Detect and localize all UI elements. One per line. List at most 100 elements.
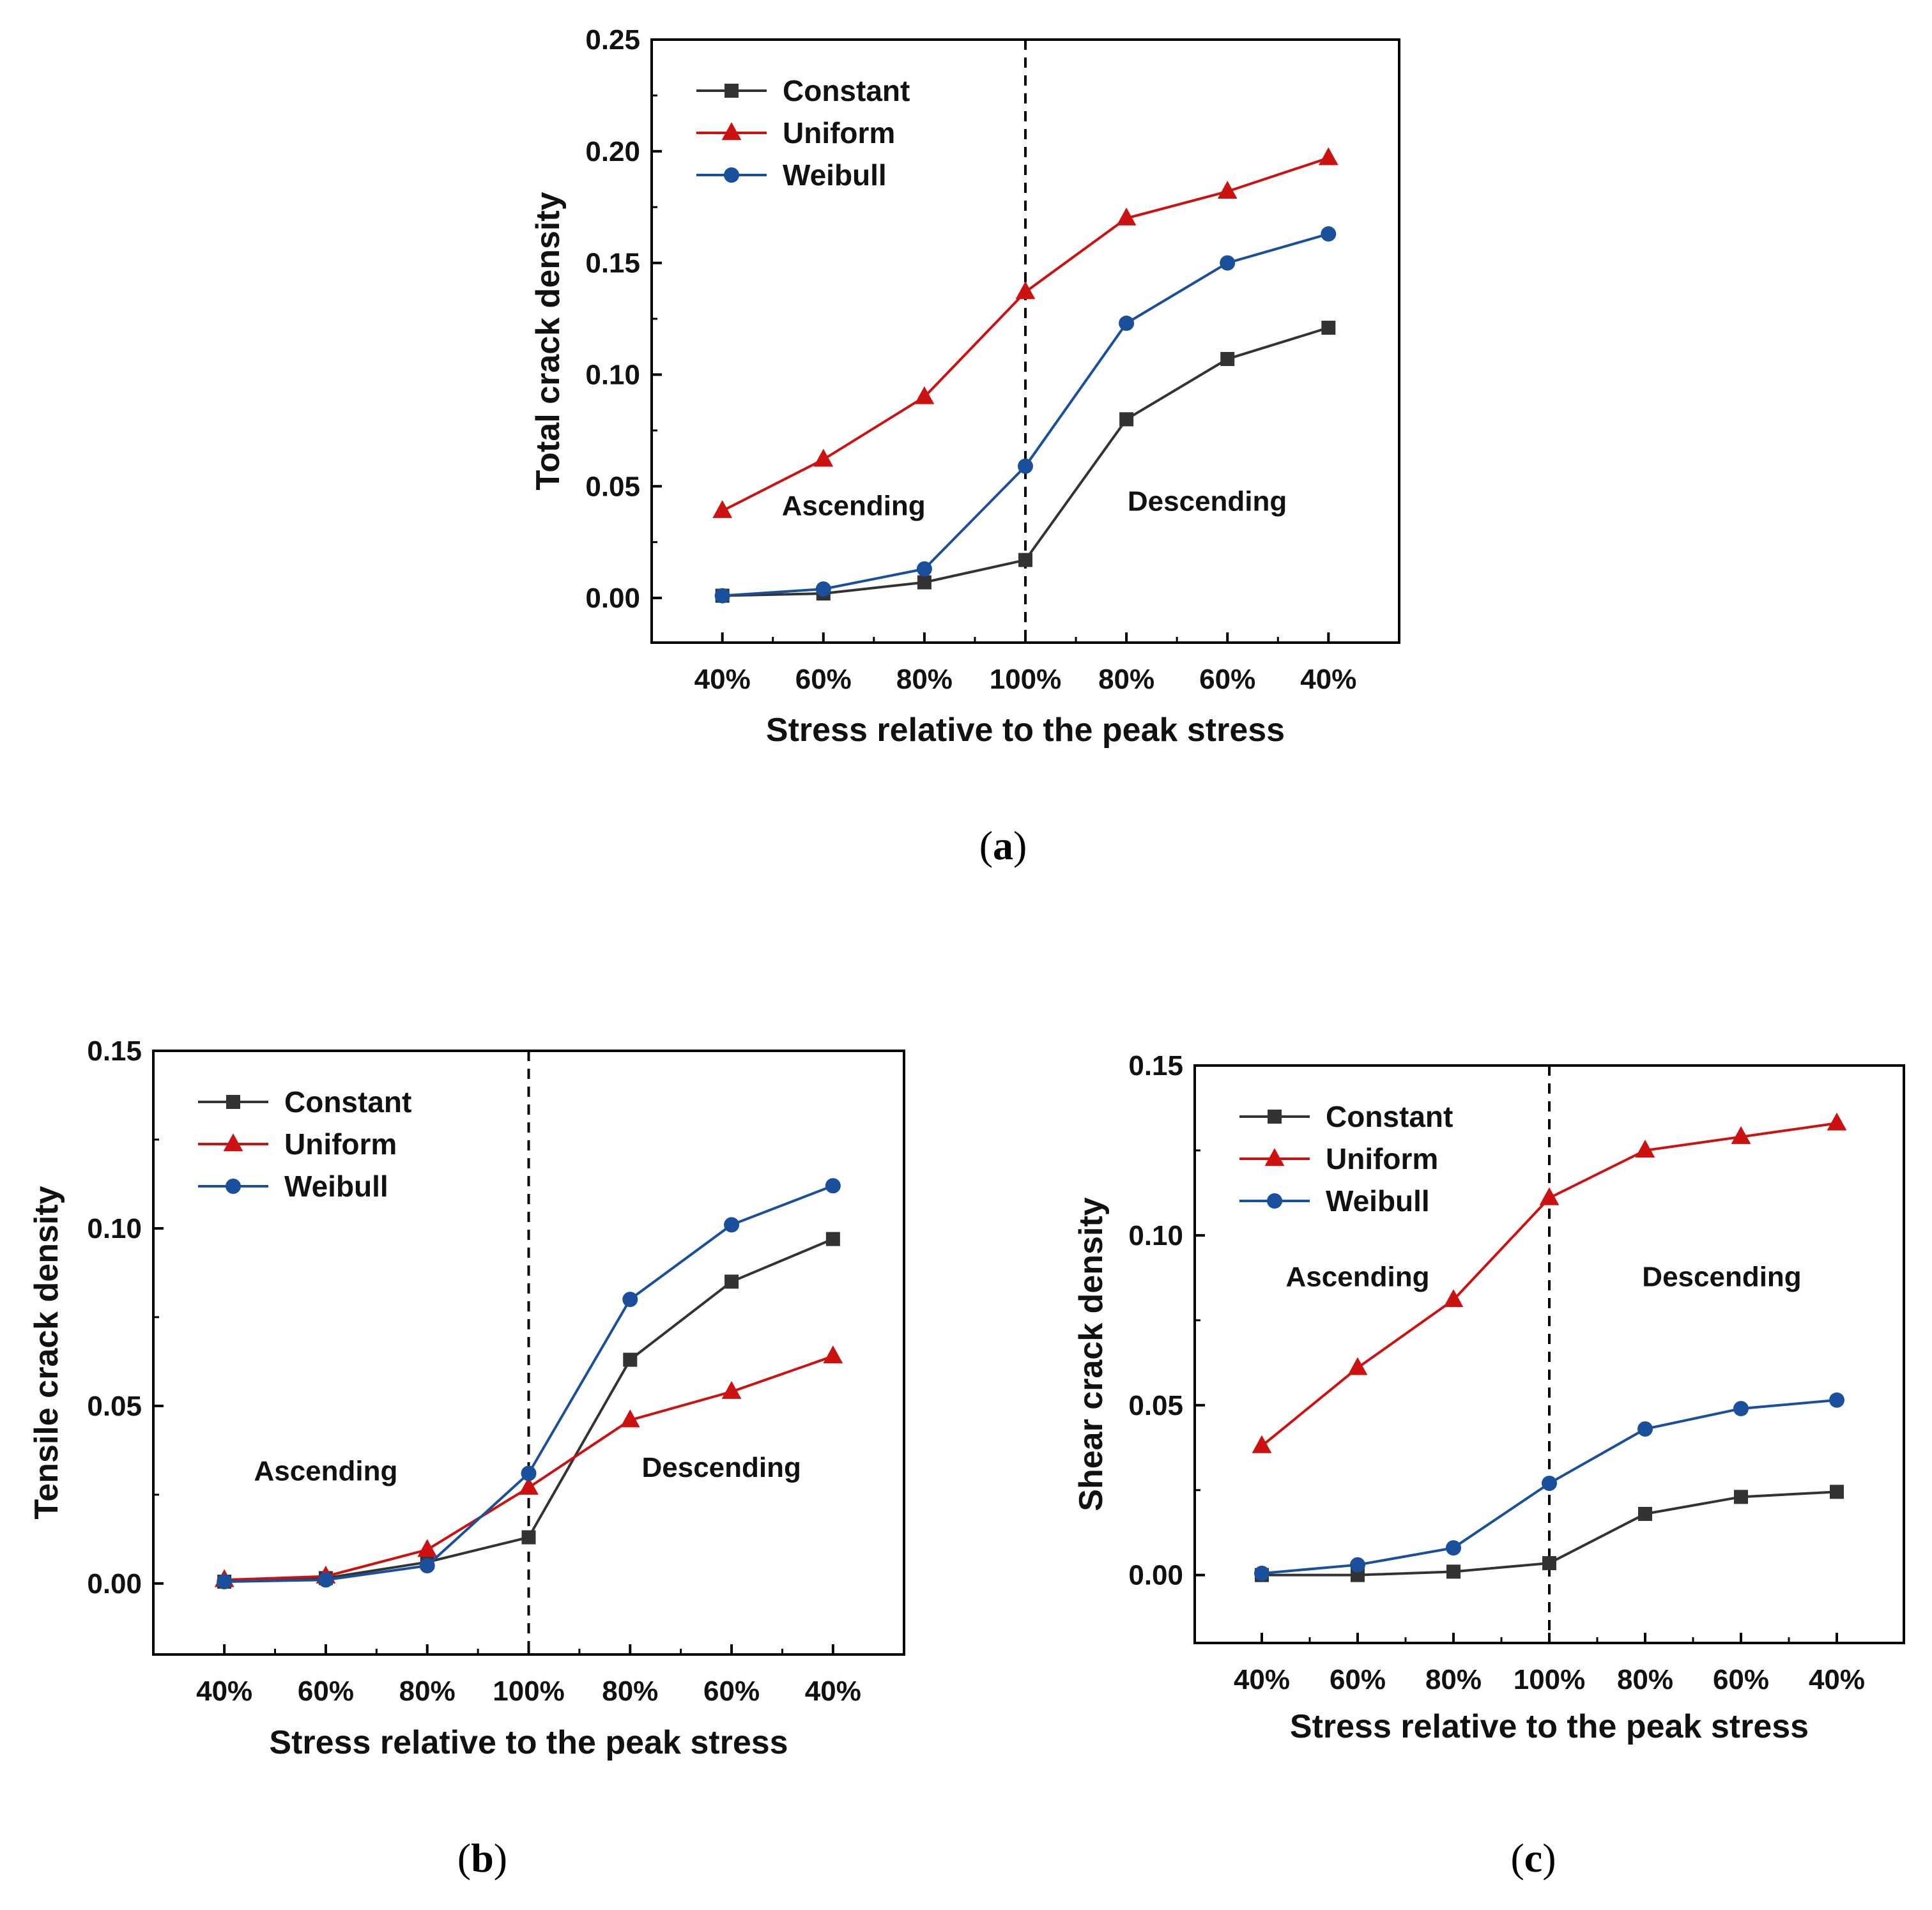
x-axis-title: Stress relative to the peak stress [766, 712, 1285, 749]
data-point-weibull [1350, 1557, 1365, 1573]
x-tick-label: 60% [298, 1676, 354, 1707]
data-point-uniform [1827, 1112, 1847, 1131]
region-label: Ascending [1286, 1262, 1430, 1293]
data-point-weibull [1733, 1401, 1749, 1417]
region-label: Descending [1128, 486, 1287, 517]
data-point-weibull [217, 1574, 233, 1590]
y-axis-title: Total crack density [530, 192, 567, 490]
y-tick-label: 0.15 [87, 1035, 142, 1067]
panel-caption-letter: b [471, 1835, 494, 1881]
panel-c: 0.00 0.05 0.10 0.15 40% 60% 80% 100% 80% 60% 40%St… [1073, 1050, 1905, 1881]
panel-caption: (c) [1510, 1835, 1556, 1881]
legend-label-constant: Constant [284, 1085, 411, 1119]
data-point-uniform [914, 386, 935, 404]
y-tick-label: 0.15 [1128, 1050, 1183, 1081]
data-point-weibull [1254, 1565, 1269, 1581]
x-tick-label: 60% [1330, 1664, 1386, 1695]
data-point-uniform [1252, 1435, 1272, 1453]
data-point-constant [1638, 1506, 1652, 1521]
y-tick-label: 0.00 [87, 1568, 142, 1600]
data-point-uniform [417, 1539, 438, 1557]
x-tick-label: 100% [990, 664, 1062, 695]
y-axis-title: Shear crack density [1073, 1197, 1110, 1511]
y-tick-label: 0.00 [585, 583, 640, 614]
data-point-uniform [1539, 1187, 1560, 1205]
legend-label-uniform: Uniform [783, 116, 895, 149]
x-tick-label: 80% [602, 1676, 658, 1707]
data-point-constant [917, 575, 931, 590]
legend-marker-weibull [226, 1179, 241, 1194]
x-tick-label: 60% [795, 664, 852, 695]
legend-label-weibull: Weibull [1326, 1184, 1430, 1218]
y-tick-label: 0.05 [1128, 1390, 1183, 1421]
y-tick-label: 0.10 [87, 1213, 142, 1244]
region-label: Descending [1642, 1262, 1801, 1293]
data-point-weibull [1321, 226, 1337, 242]
legend-marker-weibull [724, 167, 739, 183]
x-tick-label: 80% [1425, 1664, 1482, 1695]
data-point-constant [1321, 321, 1336, 335]
x-tick-label: 80% [1098, 664, 1154, 695]
data-point-constant [1018, 553, 1032, 567]
y-tick-label: 0.15 [585, 248, 640, 279]
data-point-uniform [712, 500, 733, 518]
data-point-uniform [1116, 207, 1137, 225]
legend-marker-uniform [223, 1133, 243, 1152]
data-point-constant [724, 1274, 739, 1289]
legend-marker-constant [226, 1095, 240, 1109]
data-point-weibull [1220, 255, 1236, 271]
data-point-uniform [519, 1476, 539, 1495]
data-point-weibull [1829, 1392, 1844, 1408]
x-tick-label: 60% [1713, 1664, 1769, 1695]
data-point-weibull [724, 1217, 740, 1233]
data-point-constant [1542, 1556, 1556, 1571]
data-point-uniform [620, 1409, 640, 1428]
legend-marker-constant [724, 84, 739, 98]
legend-label-weibull: Weibull [783, 158, 887, 192]
panel-caption: (b) [457, 1835, 507, 1881]
data-point-uniform [721, 1380, 742, 1399]
panel-caption-letter: c [1524, 1835, 1542, 1881]
data-point-weibull [1637, 1421, 1653, 1437]
x-tick-label: 100% [1514, 1664, 1586, 1695]
legend-label-constant: Constant [783, 74, 910, 107]
data-point-weibull [1446, 1540, 1461, 1556]
panel-caption-letter: a [993, 823, 1013, 868]
x-axis-title: Stress relative to the peak stress [1290, 1708, 1809, 1745]
data-point-weibull [1018, 458, 1033, 474]
legend-label-uniform: Uniform [1326, 1142, 1438, 1175]
legend-label-uniform: Uniform [284, 1127, 397, 1161]
y-tick-label: 0.05 [585, 471, 640, 502]
x-tick-label: 80% [896, 664, 953, 695]
y-tick-label: 0.20 [585, 136, 640, 167]
x-tick-label: 60% [1199, 664, 1255, 695]
x-tick-label: 60% [703, 1676, 760, 1707]
x-tick-label: 40% [1234, 1664, 1290, 1695]
data-point-weibull [622, 1292, 638, 1308]
legend-label-constant: Constant [1326, 1100, 1453, 1133]
data-point-uniform [823, 1345, 843, 1364]
x-tick-label: 100% [493, 1676, 565, 1707]
data-point-weibull [1119, 316, 1135, 332]
region-label: Ascending [254, 1456, 397, 1487]
x-tick-label: 40% [196, 1676, 252, 1707]
x-tick-label: 40% [1809, 1664, 1865, 1695]
region-label: Ascending [782, 491, 926, 522]
x-tick-label: 80% [1617, 1664, 1673, 1695]
data-point-weibull [419, 1558, 435, 1574]
panel-b: 0.00 0.05 0.10 0.15 40% 60% 80% 100% 80% 60% 40% St… [28, 1035, 905, 1881]
data-point-constant [1446, 1564, 1460, 1579]
legend-marker-uniform [1264, 1148, 1285, 1166]
data-point-weibull [1542, 1476, 1557, 1492]
legend-marker-weibull [1267, 1193, 1282, 1209]
data-point-constant [623, 1352, 638, 1367]
y-tick-label: 0.00 [1128, 1560, 1183, 1591]
data-point-constant [1119, 412, 1134, 427]
data-point-uniform [1347, 1357, 1368, 1375]
legend-marker-uniform [721, 122, 742, 141]
data-point-uniform [813, 448, 834, 467]
data-point-uniform [1015, 281, 1036, 300]
x-axis-title: Stress relative to the peak stress [269, 1724, 788, 1761]
data-point-constant [521, 1530, 536, 1545]
